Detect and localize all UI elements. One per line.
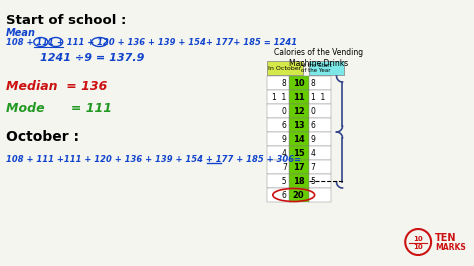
Text: 1  1: 1 1 xyxy=(273,93,287,102)
Text: In October: In October xyxy=(268,65,301,70)
Text: 10: 10 xyxy=(413,244,423,250)
Text: 11: 11 xyxy=(293,93,305,102)
Text: 13: 13 xyxy=(293,120,304,130)
Text: 10: 10 xyxy=(413,236,423,242)
Text: 12: 12 xyxy=(293,106,305,115)
Text: 10: 10 xyxy=(293,78,304,88)
Text: Calories of the Vending
Machine Drinks: Calories of the Vending Machine Drinks xyxy=(274,48,363,68)
Text: 1241 ÷9 = 137.9: 1241 ÷9 = 137.9 xyxy=(40,53,144,63)
Text: 7: 7 xyxy=(310,163,316,172)
FancyBboxPatch shape xyxy=(289,174,309,188)
Text: TEN: TEN xyxy=(435,233,456,243)
Text: At the Start
of the Year: At the Start of the Year xyxy=(300,63,331,73)
Text: 108 + 111 + 111 + 120 + 136 + 139 + 154+ 177+ 185 = 1241: 108 + 111 + 111 + 120 + 136 + 139 + 154+… xyxy=(6,38,297,47)
Text: 1  1: 1 1 xyxy=(310,93,325,102)
FancyBboxPatch shape xyxy=(309,104,330,118)
Text: 15: 15 xyxy=(293,148,305,157)
FancyBboxPatch shape xyxy=(309,118,330,132)
Text: Mean: Mean xyxy=(6,28,36,38)
FancyBboxPatch shape xyxy=(289,188,309,202)
FancyBboxPatch shape xyxy=(309,174,330,188)
FancyBboxPatch shape xyxy=(309,132,330,146)
FancyBboxPatch shape xyxy=(289,76,309,90)
Text: 5: 5 xyxy=(310,177,316,185)
Text: MARKS: MARKS xyxy=(435,243,466,251)
Text: 108 + 111 +111 + 120 + 136 + 139 + 154 + 177 + 185 + 306=: 108 + 111 +111 + 120 + 136 + 139 + 154 +… xyxy=(6,155,301,164)
FancyBboxPatch shape xyxy=(309,160,330,174)
FancyBboxPatch shape xyxy=(289,146,309,160)
Text: Median  = 136: Median = 136 xyxy=(6,80,107,93)
FancyBboxPatch shape xyxy=(289,90,309,104)
Text: 9: 9 xyxy=(282,135,287,143)
Text: 6: 6 xyxy=(282,120,287,130)
FancyBboxPatch shape xyxy=(267,174,289,188)
FancyBboxPatch shape xyxy=(267,76,289,90)
FancyBboxPatch shape xyxy=(289,104,309,118)
Text: 20: 20 xyxy=(293,190,304,200)
FancyBboxPatch shape xyxy=(267,90,289,104)
Text: 14: 14 xyxy=(293,135,305,143)
Text: 4: 4 xyxy=(282,148,287,157)
FancyBboxPatch shape xyxy=(267,104,289,118)
Text: October :: October : xyxy=(6,130,79,144)
Text: Mode      = 111: Mode = 111 xyxy=(6,102,112,115)
Text: 18: 18 xyxy=(293,177,304,185)
FancyBboxPatch shape xyxy=(289,118,309,132)
FancyBboxPatch shape xyxy=(309,76,330,90)
Text: 8: 8 xyxy=(310,78,315,88)
FancyBboxPatch shape xyxy=(267,160,289,174)
FancyBboxPatch shape xyxy=(309,188,330,202)
FancyBboxPatch shape xyxy=(267,188,289,202)
Text: 17: 17 xyxy=(293,163,304,172)
FancyBboxPatch shape xyxy=(267,118,289,132)
FancyBboxPatch shape xyxy=(289,160,309,174)
Text: 8: 8 xyxy=(282,78,287,88)
FancyBboxPatch shape xyxy=(309,146,330,160)
Text: 6: 6 xyxy=(310,120,316,130)
FancyBboxPatch shape xyxy=(267,146,289,160)
Text: 4: 4 xyxy=(310,148,316,157)
Text: Start of school :: Start of school : xyxy=(6,14,127,27)
Text: 9: 9 xyxy=(310,135,316,143)
Text: 0: 0 xyxy=(310,106,316,115)
FancyBboxPatch shape xyxy=(309,61,345,75)
FancyBboxPatch shape xyxy=(267,132,289,146)
FancyBboxPatch shape xyxy=(309,90,330,104)
Text: 6: 6 xyxy=(282,190,287,200)
Text: 7: 7 xyxy=(282,163,287,172)
Text: 0: 0 xyxy=(282,106,287,115)
Text: 5: 5 xyxy=(277,177,287,185)
FancyBboxPatch shape xyxy=(289,132,309,146)
FancyBboxPatch shape xyxy=(267,61,303,75)
